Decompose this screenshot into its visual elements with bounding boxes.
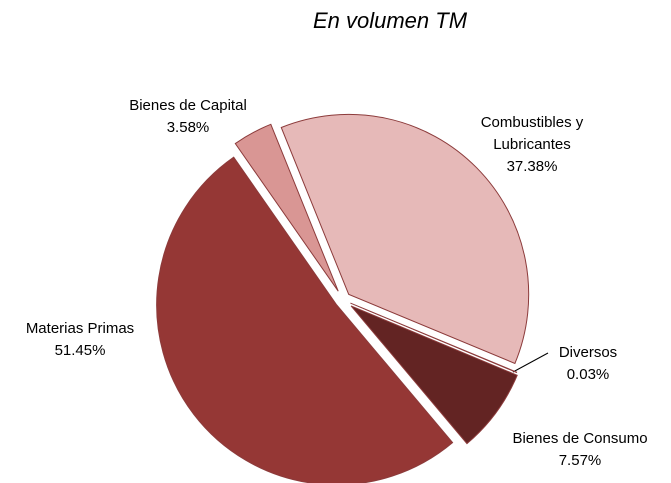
slice-label: Bienes de Capital 3.58% bbox=[108, 95, 268, 139]
value-label: 37.38% bbox=[506, 158, 558, 175]
category-label: Bienes de Capital bbox=[129, 97, 247, 114]
pie-slice bbox=[280, 113, 530, 365]
value-label: 3.58% bbox=[166, 119, 210, 136]
value-label: 51.45% bbox=[54, 342, 106, 359]
value-label: 7.57% bbox=[558, 452, 602, 469]
pie-slice bbox=[350, 305, 518, 445]
category-label: Combustibles y Lubricantes bbox=[480, 114, 584, 153]
slice-label: Bienes de Consumo 7.57% bbox=[490, 428, 670, 472]
slice-label: Materias Primas 51.45% bbox=[10, 318, 150, 362]
category-label: Diversos bbox=[558, 344, 618, 361]
slice-label: Diversos 0.03% bbox=[543, 342, 633, 386]
value-label: 0.03% bbox=[566, 366, 610, 383]
pie-slice bbox=[156, 156, 454, 483]
category-label: Bienes de Consumo bbox=[512, 430, 648, 447]
category-label: Materias Primas bbox=[25, 320, 135, 337]
pie-slice bbox=[350, 302, 518, 374]
pie-slice bbox=[234, 123, 339, 292]
leader-line bbox=[512, 352, 549, 373]
chart-title: En volumen TM bbox=[312, 8, 468, 33]
slice-label: Combustibles y Lubricantes 37.38% bbox=[457, 112, 607, 178]
